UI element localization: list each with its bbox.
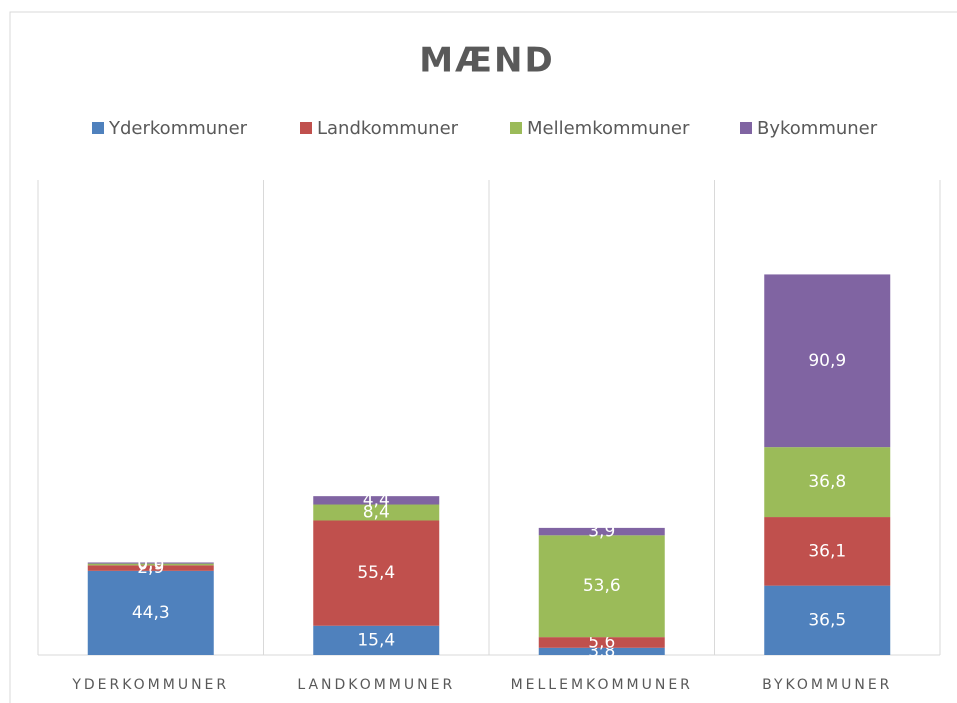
- bar-segment: [538, 535, 665, 638]
- x-tick-label: MELLEMKOMMUNER: [511, 677, 693, 693]
- bar-segment: [764, 274, 891, 448]
- bar-segment: [87, 565, 214, 571]
- bar-segment: [764, 447, 891, 518]
- data-label: 36,5: [808, 610, 846, 630]
- legend-swatch: [300, 122, 312, 134]
- bar-segment: [313, 625, 440, 655]
- legend-label: Yderkommuner: [108, 118, 248, 139]
- data-label: 3,9: [588, 522, 615, 542]
- legend-swatch: [510, 122, 522, 134]
- x-tick-label: YDERKOMMUNER: [71, 677, 229, 693]
- data-label: 8,4: [363, 503, 390, 523]
- bar-segment: [764, 585, 891, 655]
- data-label: 5,6: [588, 632, 615, 652]
- data-label: 0,9: [137, 554, 164, 574]
- data-label: 90,9: [808, 351, 846, 371]
- bar-segment: [313, 504, 440, 521]
- bar-segment: [87, 562, 214, 564]
- bar-segment: [538, 647, 665, 655]
- data-label: 55,4: [357, 563, 395, 583]
- data-label: 15,4: [357, 630, 395, 650]
- legend-label: Landkommuner: [317, 118, 459, 139]
- bar-segment: [764, 517, 891, 586]
- bar-segment: [87, 563, 214, 566]
- x-tick-label: BYKOMMUNER: [762, 677, 892, 693]
- bar-segment: [313, 520, 440, 626]
- legend-swatch: [740, 122, 752, 134]
- legend-label: Mellemkommuner: [527, 118, 690, 139]
- bar-segment: [313, 496, 440, 505]
- bar-segment: [538, 527, 665, 536]
- bar-segment: [538, 637, 665, 648]
- chart-title: MÆND: [419, 41, 554, 81]
- data-label: 4,4: [363, 490, 390, 510]
- chart-frame: [9, 11, 957, 703]
- data-label: 36,1: [808, 541, 846, 561]
- legend-label: Bykommuner: [757, 118, 878, 139]
- data-label: 44,3: [132, 603, 170, 623]
- x-tick-label: LANDKOMMUNER: [297, 677, 455, 693]
- legend-swatch: [92, 122, 104, 134]
- data-label: 0,6: [137, 553, 164, 573]
- data-label: 53,6: [583, 576, 621, 596]
- data-label: 36,8: [808, 472, 846, 492]
- bar-segment: [87, 570, 214, 655]
